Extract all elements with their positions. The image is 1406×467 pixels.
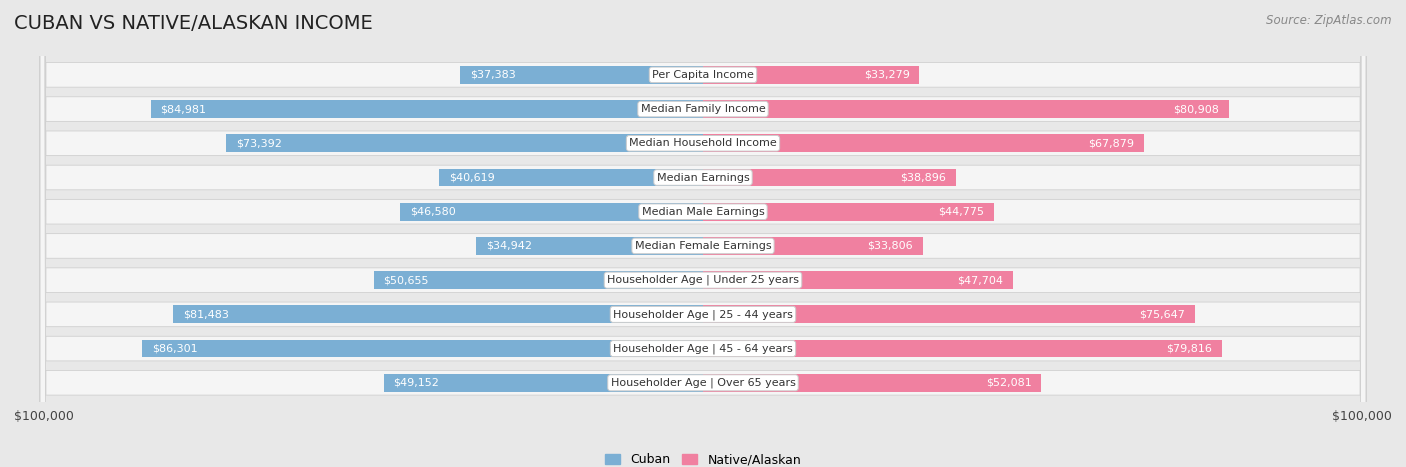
Text: $84,981: $84,981 [160,104,207,114]
Text: Median Male Earnings: Median Male Earnings [641,207,765,217]
Bar [150,100,703,118]
Bar [439,169,703,186]
Text: $49,152: $49,152 [394,378,439,388]
Text: $33,279: $33,279 [863,70,910,80]
Text: $100,000: $100,000 [1331,410,1392,423]
Bar [374,271,703,289]
Text: Householder Age | Over 65 years: Householder Age | Over 65 years [610,377,796,388]
Text: Median Earnings: Median Earnings [657,172,749,183]
Text: Source: ZipAtlas.com: Source: ZipAtlas.com [1267,14,1392,27]
Bar [226,134,703,152]
Text: $44,775: $44,775 [938,207,984,217]
Text: $67,879: $67,879 [1088,138,1135,149]
FancyBboxPatch shape [39,0,1367,467]
Text: Householder Age | 45 - 64 years: Householder Age | 45 - 64 years [613,343,793,354]
Text: $80,908: $80,908 [1173,104,1219,114]
Text: $81,483: $81,483 [183,309,229,319]
Bar [703,340,1222,357]
Text: $52,081: $52,081 [986,378,1032,388]
FancyBboxPatch shape [39,0,1367,467]
Text: $34,942: $34,942 [485,241,531,251]
Legend: Cuban, Native/Alaskan: Cuban, Native/Alaskan [600,448,806,467]
Bar [703,237,922,255]
Text: $100,000: $100,000 [14,410,75,423]
Text: Householder Age | 25 - 44 years: Householder Age | 25 - 44 years [613,309,793,319]
FancyBboxPatch shape [39,0,1367,467]
Text: $79,816: $79,816 [1166,344,1212,354]
Bar [703,134,1144,152]
Text: $33,806: $33,806 [868,241,912,251]
Text: CUBAN VS NATIVE/ALASKAN INCOME: CUBAN VS NATIVE/ALASKAN INCOME [14,14,373,33]
Bar [173,305,703,323]
Text: Median Family Income: Median Family Income [641,104,765,114]
Bar [703,203,994,220]
Text: $37,383: $37,383 [470,70,516,80]
Text: $75,647: $75,647 [1139,309,1185,319]
Text: $50,655: $50,655 [384,275,429,285]
Text: $40,619: $40,619 [449,172,495,183]
Text: $73,392: $73,392 [236,138,281,149]
Text: $46,580: $46,580 [411,207,456,217]
Text: $86,301: $86,301 [152,344,197,354]
Bar [703,271,1014,289]
Bar [401,203,703,220]
Text: Householder Age | Under 25 years: Householder Age | Under 25 years [607,275,799,285]
Text: $38,896: $38,896 [900,172,946,183]
Bar [703,66,920,84]
Bar [384,374,703,392]
FancyBboxPatch shape [39,0,1367,467]
Bar [475,237,703,255]
Bar [703,100,1229,118]
Text: Median Female Earnings: Median Female Earnings [634,241,772,251]
Bar [703,305,1195,323]
FancyBboxPatch shape [39,0,1367,467]
Text: $47,704: $47,704 [957,275,1004,285]
Bar [460,66,703,84]
Text: Median Household Income: Median Household Income [628,138,778,149]
FancyBboxPatch shape [39,0,1367,467]
Text: Per Capita Income: Per Capita Income [652,70,754,80]
Bar [703,374,1042,392]
FancyBboxPatch shape [39,0,1367,467]
FancyBboxPatch shape [39,0,1367,467]
Bar [142,340,703,357]
FancyBboxPatch shape [39,0,1367,467]
Bar [703,169,956,186]
FancyBboxPatch shape [39,0,1367,467]
